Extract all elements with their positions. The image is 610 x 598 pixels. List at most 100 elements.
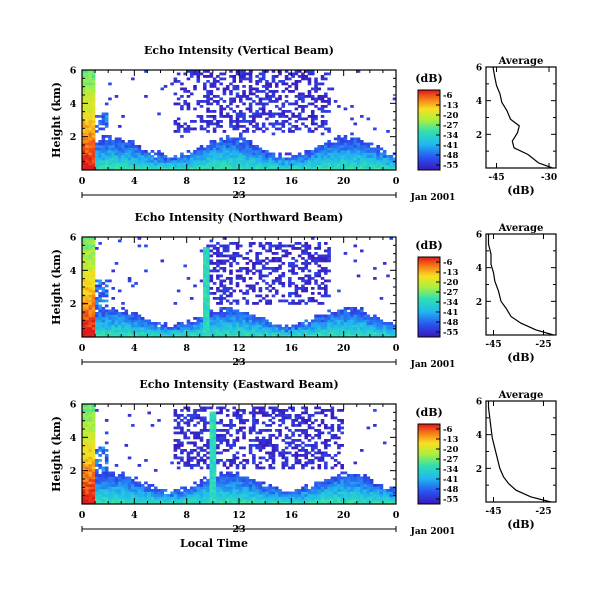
heatmap-cell [252,155,256,158]
heatmap-cell [91,294,96,298]
heatmap-cell [304,262,308,265]
heatmap-cell [85,299,89,303]
heatmap-cell [212,441,217,445]
heatmap-cell [304,484,308,487]
heatmap-cell [360,481,364,485]
heatmap-cell [324,324,328,328]
heatmap-cell [317,431,322,435]
heatmap-cell [232,257,237,260]
heatmap-cell [157,501,161,505]
heatmap-cell [206,244,210,248]
heatmap-cell [225,287,230,290]
heatmap-cell [199,147,204,151]
heatmap-cell [85,496,89,500]
heatmap-cell [386,501,390,505]
heatmap-cell [203,155,207,158]
heatmap-cell [189,75,194,78]
heatmap-cell [356,145,361,148]
heatmap-cell [353,329,358,333]
heatmap-cell [153,491,158,495]
heatmap-cell [252,429,256,432]
heatmap-cell [104,160,109,163]
heatmap-cell [82,466,86,470]
heatmap-cell [85,332,89,335]
heatmap-cell [225,319,230,323]
heatmap-cell [82,272,86,275]
heatmap-cell [265,332,269,335]
heatmap-cell [209,322,214,325]
heatmap-cell [127,140,132,143]
heatmap-cell [304,489,308,492]
heatmap-cell [91,499,96,502]
heatmap-cell [229,160,233,163]
heatmap-cell [150,157,155,161]
heatmap-cell [242,75,246,78]
heatmap-cell [101,449,106,452]
heatmap-cell [196,327,201,330]
heatmap-cell [320,82,325,86]
heatmap-cell [193,441,197,445]
heatmap-cell [88,414,93,417]
heatmap-cell [104,152,109,156]
heatmap-cell [206,406,210,410]
heatmap-cell [265,327,269,330]
heatmap-cell [137,145,142,148]
heatmap-cell [373,322,377,325]
heatmap-cell [268,501,273,505]
heatmap-cell [82,70,86,73]
heatmap-cell [222,429,227,432]
heatmap-cell [111,474,116,477]
heatmap-cell [265,496,269,500]
heatmap-cell [85,499,89,502]
heatmap-cell [274,409,279,412]
heatmap-cell [212,334,217,338]
heatmap-cell [261,329,266,333]
heatmap-cell [304,491,308,495]
heatmap-cell [314,279,318,283]
heatmap-cell [98,127,102,131]
heatmap-cell [252,322,256,325]
heatmap-cell [307,461,312,465]
heatmap-cell [274,499,279,502]
heatmap-cell [353,167,358,171]
heatmap-cell [186,489,191,492]
heatmap-cell [337,419,341,422]
heatmap-cell [265,162,269,166]
heatmap-cell [104,115,109,118]
heatmap-cell [82,414,86,417]
heatmap-cell [186,332,191,335]
heatmap-cell [85,282,89,285]
heatmap-cell [294,496,299,500]
heatmap-cell [314,117,318,121]
heatmap-cell [108,167,112,171]
heatmap-cell [353,474,358,477]
heatmap-cell [189,152,194,156]
heatmap-cell [248,160,253,163]
heatmap-cell [373,160,377,163]
heatmap-cell [216,142,220,146]
heatmap-cell [310,160,315,163]
heatmap-cell [193,165,197,168]
heatmap-cell [222,115,227,118]
heatmap-cell [180,160,184,163]
heatmap-cell [199,155,204,158]
heatmap-cell [376,162,380,166]
heatmap-cell [288,262,292,265]
heatmap-cell [373,489,377,492]
heatmap-cell [261,332,266,335]
heatmap-cell [340,421,344,425]
heatmap-cell [167,167,171,171]
heatmap-cell [294,334,299,338]
heatmap-cell [85,307,89,310]
heatmap-cell [229,242,233,245]
heatmap-cell [91,474,96,477]
heatmap-cell [95,130,99,133]
heatmap-cell [324,334,328,338]
heatmap-cell [101,451,106,455]
heatmap-cell [369,494,374,497]
heatmap-cell [261,165,266,168]
heatmap-cell [91,494,96,497]
heatmap-cell [199,319,204,323]
heatmap-cell [353,152,358,156]
heatmap-cell [153,329,158,333]
